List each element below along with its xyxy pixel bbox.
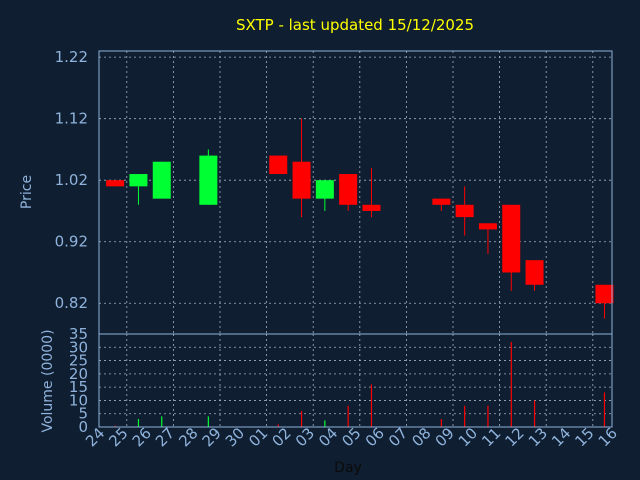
candle-body xyxy=(269,155,288,175)
candle-body xyxy=(455,204,474,218)
volume-bar xyxy=(300,411,303,427)
volume-gridlines xyxy=(99,334,612,427)
volume-bar xyxy=(277,424,279,427)
candle xyxy=(199,149,218,205)
candle-body xyxy=(129,174,148,187)
price-tick-label: 0.82 xyxy=(55,294,88,312)
candle xyxy=(292,118,311,218)
candles xyxy=(106,118,614,319)
candle-body xyxy=(478,223,497,230)
candle xyxy=(362,167,381,218)
volume-tick-label: 15 xyxy=(69,378,88,396)
candle xyxy=(432,198,451,211)
volume-tick-label: 25 xyxy=(69,352,88,370)
candle-body xyxy=(525,260,544,285)
candle xyxy=(595,284,614,319)
candle-body xyxy=(199,155,218,205)
volume-tick-label: 30 xyxy=(69,338,88,356)
volume-panel-frame xyxy=(98,333,613,428)
volume-bar xyxy=(510,341,512,427)
volume-tick-label: 35 xyxy=(69,325,88,343)
price-tick-label: 1.02 xyxy=(55,171,88,189)
volume-tick-label: 0 xyxy=(78,418,88,436)
volume-bar xyxy=(207,416,209,427)
price-tick-label: 1.22 xyxy=(55,48,88,66)
candle xyxy=(152,161,171,199)
candle-body xyxy=(502,204,521,273)
volume-bar xyxy=(370,384,373,427)
x-tick-label: 16 xyxy=(595,424,621,450)
candle-body xyxy=(292,161,311,199)
price-tick-label: 0.92 xyxy=(55,233,88,251)
candle-body xyxy=(339,174,358,205)
volume-bar xyxy=(137,419,140,427)
price-gridlines xyxy=(99,51,612,334)
price-tick-labels: 1.22 1.12 1.02 0.92 0.82 xyxy=(55,48,88,312)
candle-body xyxy=(152,161,171,199)
chart-title: SXTP - last updated 15/12/2025 xyxy=(236,16,474,34)
volume-tick-label: 20 xyxy=(69,365,88,383)
volume-bar xyxy=(603,392,606,427)
volume-bar xyxy=(114,425,116,427)
volume-tick-label: 10 xyxy=(69,391,88,409)
x-tick-labels: 2425262728293001020304050607080910111213… xyxy=(82,424,621,450)
candle xyxy=(106,180,125,187)
volume-bar xyxy=(324,420,326,427)
volume-bar xyxy=(347,405,349,427)
candle xyxy=(129,174,148,205)
volume-bar xyxy=(487,405,489,427)
volume-bar xyxy=(440,419,442,427)
candle xyxy=(478,223,497,255)
candle-body xyxy=(106,180,125,187)
x-axis-label: Day xyxy=(334,460,362,476)
y-axis-label: Price xyxy=(19,175,35,209)
candle-body xyxy=(595,284,614,304)
volume-bar xyxy=(464,405,466,427)
candle-body xyxy=(315,180,334,199)
candle xyxy=(502,204,521,291)
candle-body xyxy=(432,198,451,205)
candle xyxy=(315,180,334,211)
candle xyxy=(339,174,358,211)
volume-tick-label: 5 xyxy=(78,405,88,423)
price-tick-label: 1.12 xyxy=(55,110,88,128)
volume-bar xyxy=(161,416,163,427)
candle-body xyxy=(362,204,381,211)
candle xyxy=(455,186,474,236)
volume-axis-label: Volume (0000) xyxy=(40,329,56,432)
candle xyxy=(525,260,544,291)
candle xyxy=(269,155,288,175)
volume-bars xyxy=(114,341,606,427)
volume-bar xyxy=(533,400,536,427)
